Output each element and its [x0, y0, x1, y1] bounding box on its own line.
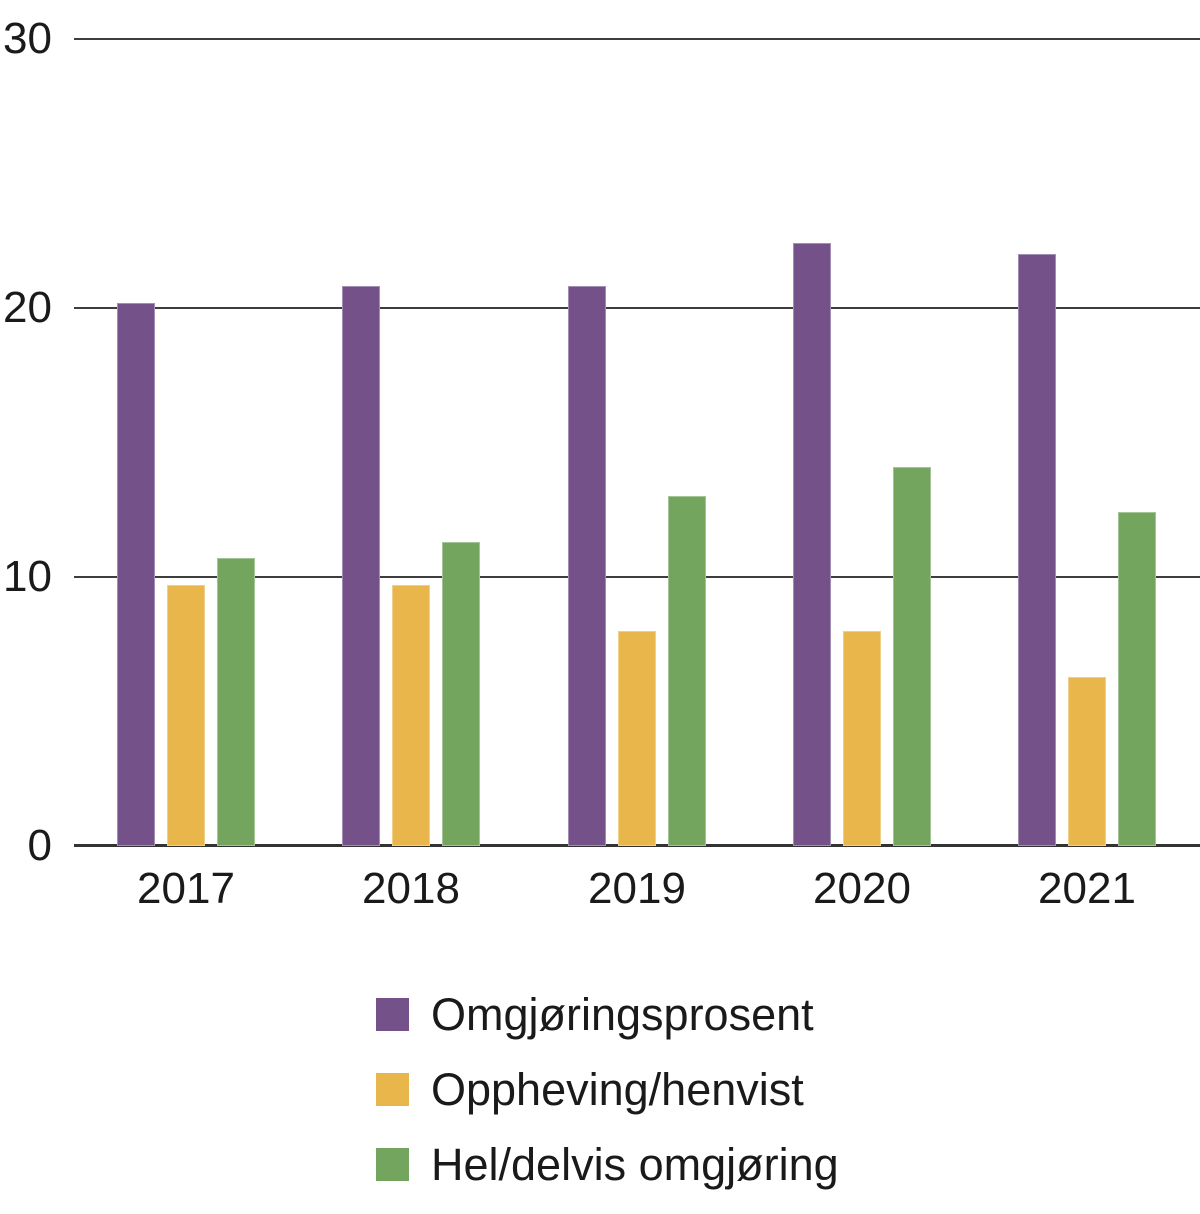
x-axis-label-2019: 2019	[588, 864, 686, 913]
y-axis-label-30: 30	[3, 14, 52, 63]
legend-item-omgjoringsprosent: Omgjøringsprosent	[376, 977, 839, 1052]
gridline-20	[74, 307, 1200, 309]
bar-oppheving-henvist-2021	[1068, 676, 1106, 846]
bar-hel-delvis-omgjoring-2018	[442, 542, 480, 846]
gridline-10	[74, 576, 1200, 578]
bar-omgjoringsprosent-2019	[568, 286, 606, 846]
bar-hel-delvis-omgjoring-2017	[217, 558, 255, 846]
x-axis-label-2017: 2017	[137, 864, 235, 913]
legend-label-oppheving-henvist: Oppheving/henvist	[431, 1063, 804, 1115]
y-axis-label-10: 10	[3, 552, 52, 601]
legend-swatch-oppheving-henvist	[376, 1073, 409, 1106]
bar-omgjoringsprosent-2018	[342, 286, 380, 846]
legend-swatch-omgjoringsprosent	[376, 998, 409, 1031]
bar-oppheving-henvist-2018	[392, 585, 430, 846]
legend: Omgjøringsprosent Oppheving/henvist Hel/de…	[376, 977, 839, 1202]
y-axis-label-0: 0	[27, 821, 52, 870]
legend-item-oppheving-henvist: Oppheving/henvist	[376, 1052, 839, 1127]
bar-omgjoringsprosent-2017	[117, 302, 155, 846]
x-axis-label-2020: 2020	[813, 864, 911, 913]
bar-hel-delvis-omgjoring-2021	[1118, 512, 1156, 846]
bar-hel-delvis-omgjoring-2020	[893, 466, 931, 846]
bar-omgjoringsprosent-2021	[1018, 254, 1056, 846]
bar-omgjoringsprosent-2020	[793, 243, 831, 846]
legend-label-omgjoringsprosent: Omgjøringsprosent	[431, 988, 814, 1040]
bar-hel-delvis-omgjoring-2019	[668, 496, 706, 846]
legend-item-hel-delvis-omgjoring: Hel/delvis omgjøring	[376, 1127, 839, 1202]
bar-oppheving-henvist-2017	[167, 585, 205, 846]
bar-oppheving-henvist-2020	[843, 630, 881, 846]
y-axis-label-20: 20	[3, 283, 52, 332]
bar-oppheving-henvist-2019	[618, 630, 656, 846]
gridline-30	[74, 38, 1200, 40]
legend-swatch-hel-delvis-omgjoring	[376, 1148, 409, 1181]
x-axis-label-2018: 2018	[362, 864, 460, 913]
x-axis-label-2021: 2021	[1038, 864, 1136, 913]
legend-label-hel-delvis-omgjoring: Hel/delvis omgjøring	[431, 1138, 839, 1190]
